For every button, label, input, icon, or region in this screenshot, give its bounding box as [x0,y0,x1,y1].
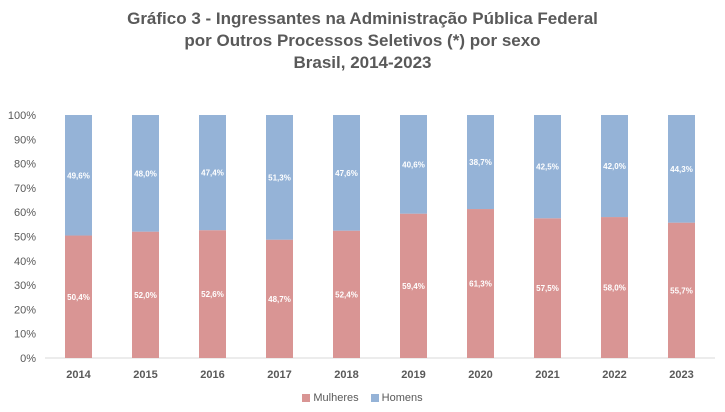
bar-homens-2019 [400,115,427,214]
legend-item-homens: Homens [370,392,423,404]
x-tick-label: 2018 [334,369,358,381]
x-tick-label: 2016 [200,369,224,381]
bar-mulheres-2020 [467,209,494,358]
bar-mulheres-2016 [199,230,226,358]
title-line-3: Brasil, 2014-2023 [293,53,432,72]
data-label-mulheres-2015: 52,0% [134,291,157,300]
bar-mulheres-2019 [400,213,427,358]
data-label-homens-2023: 44,3% [670,165,693,174]
y-tick-label: 30% [14,280,36,292]
bar-mulheres-2017 [266,239,293,358]
x-tick-label: 2020 [468,369,492,381]
data-label-homens-2015: 48,0% [134,169,157,178]
data-label-homens-2019: 40,6% [402,160,425,169]
x-tick-label: 2015 [133,369,157,381]
bar-mulheres-2021 [534,218,561,358]
title-line-2: por Outros Processos Seletivos (*) por s… [184,31,541,50]
data-label-mulheres-2014: 50,4% [67,293,90,302]
data-label-homens-2018: 47,6% [335,169,358,178]
legend-label-homens: Homens [381,392,423,404]
data-label-mulheres-2018: 52,4% [335,290,358,299]
y-tick-label: 20% [14,304,36,316]
data-label-mulheres-2019: 59,4% [402,282,425,291]
y-tick-label: 0% [20,353,36,365]
x-tick-label: 2017 [267,369,291,381]
data-label-homens-2020: 38,7% [469,158,492,167]
title-line-1: Gráfico 3 - Ingressantes na Administraçã… [127,9,598,28]
x-tick-label: 2022 [602,369,626,381]
x-tick-label: 2023 [669,369,693,381]
y-tick-label: 70% [14,183,36,195]
data-label-homens-2021: 42,5% [536,163,559,172]
data-label-mulheres-2017: 48,7% [268,295,291,304]
bar-homens-2014 [65,115,92,236]
chart-title: Gráfico 3 - Ingressantes na Administraçã… [0,8,725,74]
y-tick-label: 60% [14,207,36,219]
y-tick-label: 80% [14,159,36,171]
legend: Mulheres Homens [0,392,725,404]
data-label-homens-2014: 49,6% [67,171,90,180]
y-tick-label: 100% [8,110,36,122]
y-tick-label: 10% [14,329,36,341]
bar-mulheres-2022 [601,217,628,358]
data-label-mulheres-2020: 61,3% [469,280,492,289]
x-tick-label: 2021 [535,369,559,381]
bar-homens-2021 [534,115,561,219]
legend-label-mulheres: Mulheres [313,392,359,404]
data-label-mulheres-2022: 58,0% [603,284,626,293]
data-label-homens-2017: 51,3% [268,173,291,182]
bar-homens-2015 [132,115,159,232]
y-tick-label: 40% [14,256,36,268]
data-label-homens-2022: 42,0% [603,162,626,171]
y-tick-label: 50% [14,232,36,244]
data-label-mulheres-2021: 57,5% [536,284,559,293]
x-tick-label: 2019 [401,369,425,381]
bar-homens-2020 [467,115,494,210]
legend-swatch-mulheres [302,394,311,402]
bar-homens-2018 [333,115,360,231]
legend-swatch-homens [370,394,379,402]
bar-mulheres-2015 [132,231,159,358]
legend-item-mulheres: Mulheres [302,392,359,404]
bar-homens-2017 [266,115,293,240]
bar-homens-2022 [601,115,628,218]
bar-mulheres-2023 [668,222,695,358]
bar-mulheres-2014 [65,235,92,358]
data-label-homens-2016: 47,4% [201,169,224,178]
bar-homens-2016 [199,115,226,231]
bar-mulheres-2018 [333,230,360,358]
bar-homens-2023 [668,115,695,223]
x-tick-label: 2014 [66,369,91,381]
y-tick-label: 90% [14,134,36,146]
data-label-mulheres-2023: 55,7% [670,286,693,295]
data-label-mulheres-2016: 52,6% [201,290,224,299]
